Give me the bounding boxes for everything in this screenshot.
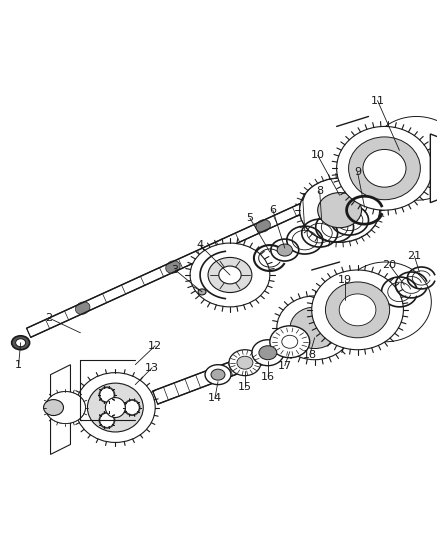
Ellipse shape — [100, 413, 114, 427]
Ellipse shape — [368, 117, 438, 200]
Text: 5: 5 — [247, 213, 254, 223]
Ellipse shape — [125, 401, 139, 415]
Ellipse shape — [100, 388, 114, 402]
Text: 9: 9 — [354, 167, 361, 177]
Ellipse shape — [229, 350, 261, 376]
Ellipse shape — [282, 335, 298, 348]
Ellipse shape — [100, 388, 114, 402]
Text: 2: 2 — [45, 313, 52, 323]
Ellipse shape — [222, 269, 238, 281]
Ellipse shape — [100, 413, 114, 427]
Ellipse shape — [88, 383, 143, 432]
Ellipse shape — [100, 388, 114, 402]
Ellipse shape — [43, 400, 64, 416]
Ellipse shape — [46, 392, 85, 424]
Ellipse shape — [252, 340, 284, 366]
Polygon shape — [430, 134, 438, 203]
Text: 12: 12 — [148, 341, 162, 351]
Ellipse shape — [125, 401, 139, 415]
Ellipse shape — [100, 413, 114, 427]
Ellipse shape — [270, 326, 310, 358]
Ellipse shape — [190, 243, 270, 307]
Ellipse shape — [208, 257, 252, 293]
Ellipse shape — [219, 266, 241, 284]
Ellipse shape — [339, 262, 431, 342]
Polygon shape — [153, 338, 297, 404]
Ellipse shape — [125, 401, 139, 415]
Text: 4: 4 — [197, 240, 204, 250]
Ellipse shape — [363, 149, 406, 187]
Text: 10: 10 — [311, 150, 325, 160]
Ellipse shape — [317, 192, 332, 204]
Ellipse shape — [100, 413, 114, 427]
Ellipse shape — [318, 192, 361, 228]
Ellipse shape — [125, 401, 139, 415]
Ellipse shape — [256, 220, 270, 232]
Text: 1: 1 — [15, 360, 22, 370]
Circle shape — [124, 400, 140, 416]
Ellipse shape — [271, 239, 299, 261]
Ellipse shape — [211, 369, 225, 380]
Ellipse shape — [290, 307, 339, 349]
Ellipse shape — [277, 244, 293, 256]
Ellipse shape — [349, 137, 420, 200]
Ellipse shape — [300, 178, 379, 242]
Ellipse shape — [100, 413, 114, 427]
Circle shape — [99, 387, 115, 403]
Ellipse shape — [325, 282, 390, 338]
Ellipse shape — [125, 401, 139, 415]
Circle shape — [99, 412, 115, 428]
Polygon shape — [50, 365, 71, 455]
Ellipse shape — [337, 126, 432, 210]
Ellipse shape — [100, 388, 114, 402]
Ellipse shape — [100, 388, 114, 402]
Ellipse shape — [125, 401, 139, 415]
Text: 14: 14 — [208, 393, 222, 402]
Ellipse shape — [100, 413, 114, 427]
Ellipse shape — [100, 388, 114, 402]
Ellipse shape — [100, 388, 114, 402]
Ellipse shape — [75, 373, 155, 442]
Ellipse shape — [259, 346, 277, 360]
Polygon shape — [27, 164, 392, 337]
Ellipse shape — [300, 178, 379, 242]
Ellipse shape — [198, 289, 206, 295]
Text: 7: 7 — [299, 193, 306, 203]
Ellipse shape — [100, 388, 114, 402]
Ellipse shape — [125, 401, 139, 415]
Ellipse shape — [339, 294, 376, 326]
Ellipse shape — [205, 365, 231, 385]
Ellipse shape — [100, 413, 114, 427]
Ellipse shape — [312, 270, 403, 350]
Ellipse shape — [100, 413, 114, 427]
Text: 19: 19 — [338, 275, 352, 285]
Ellipse shape — [125, 401, 139, 415]
Ellipse shape — [100, 413, 114, 427]
Text: 15: 15 — [238, 382, 252, 392]
Ellipse shape — [237, 356, 253, 369]
Ellipse shape — [100, 413, 114, 427]
Ellipse shape — [12, 336, 30, 350]
Circle shape — [106, 398, 125, 417]
Ellipse shape — [125, 401, 139, 415]
Ellipse shape — [100, 388, 114, 402]
Text: 8: 8 — [316, 186, 323, 196]
Ellipse shape — [100, 388, 114, 402]
Text: 17: 17 — [278, 361, 292, 370]
Text: 3: 3 — [172, 265, 179, 275]
Ellipse shape — [166, 261, 180, 273]
Ellipse shape — [75, 302, 90, 314]
Ellipse shape — [46, 392, 85, 424]
Text: 6: 6 — [269, 205, 276, 215]
Ellipse shape — [277, 296, 353, 360]
Text: 13: 13 — [145, 362, 159, 373]
Ellipse shape — [125, 401, 139, 415]
Text: 20: 20 — [382, 260, 396, 270]
Text: 16: 16 — [261, 372, 275, 382]
Text: 11: 11 — [371, 95, 385, 106]
Text: 18: 18 — [303, 350, 317, 360]
Ellipse shape — [16, 339, 25, 347]
Text: 21: 21 — [407, 251, 421, 261]
